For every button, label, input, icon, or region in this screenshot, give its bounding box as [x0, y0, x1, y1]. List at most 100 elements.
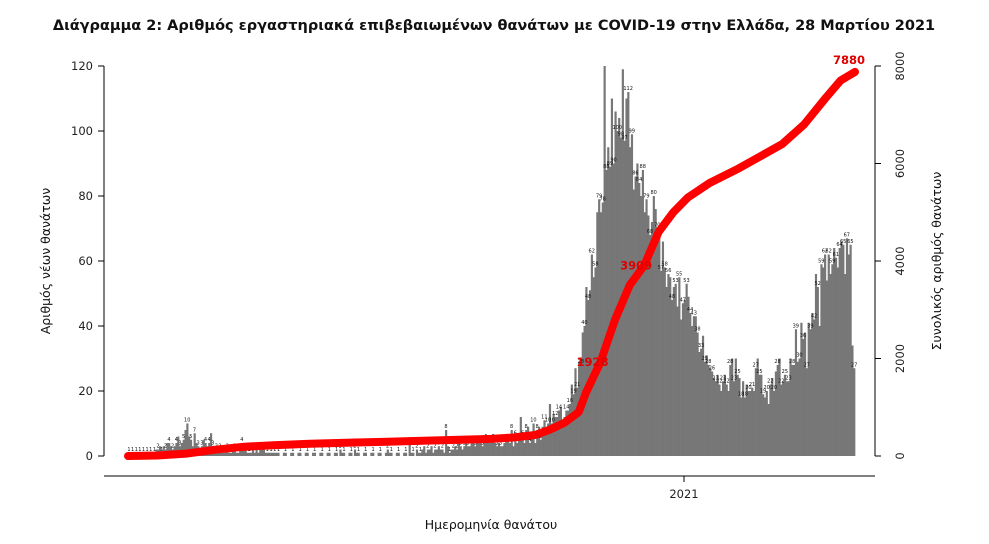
- bar: [838, 248, 841, 456]
- bar: [609, 166, 612, 456]
- bar-value-label: 23: [785, 375, 791, 381]
- bar: [306, 452, 309, 456]
- bar: [525, 430, 528, 456]
- bar-value-label: 27: [753, 362, 759, 368]
- bar: [849, 244, 852, 456]
- bar: [765, 391, 768, 456]
- bar: [474, 446, 477, 456]
- bar: [674, 283, 677, 456]
- bar-value-label: 1: [284, 447, 287, 453]
- bar-value-label: 22: [778, 379, 784, 385]
- bar: [319, 452, 322, 456]
- bar-value-label: 64: [836, 242, 842, 248]
- bar-value-label: 1: [342, 447, 345, 453]
- bar: [776, 365, 779, 456]
- bar: [683, 300, 686, 456]
- bar-value-label: 16: [567, 398, 573, 404]
- bar: [632, 189, 635, 456]
- bar: [421, 449, 424, 456]
- bar: [450, 449, 453, 456]
- bar: [220, 452, 224, 456]
- bar: [253, 452, 256, 456]
- bar: [379, 452, 382, 456]
- bar: [412, 452, 415, 456]
- bar: [543, 420, 546, 456]
- bar: [348, 452, 351, 456]
- bar: [534, 443, 537, 456]
- bar: [721, 381, 725, 456]
- bar: [680, 319, 683, 456]
- bar-value-label: 3: [499, 440, 502, 446]
- bar: [789, 358, 792, 456]
- bar: [829, 274, 832, 456]
- bar: [244, 449, 247, 456]
- bar: [299, 452, 302, 456]
- bar-value-label: 62: [825, 249, 831, 255]
- bar: [656, 228, 659, 456]
- bar-value-label: 80: [650, 190, 656, 196]
- bar-value-label: 98: [618, 132, 624, 138]
- bar: [594, 267, 597, 456]
- right-tick-label: 2000: [893, 344, 907, 373]
- bar: [397, 452, 400, 456]
- bar: [257, 452, 260, 456]
- bar: [224, 449, 227, 456]
- bar: [732, 381, 736, 456]
- bar-value-label: 23: [712, 375, 718, 381]
- bar: [545, 430, 548, 456]
- bar-value-label: 1: [320, 447, 323, 453]
- bar: [811, 313, 814, 456]
- bar: [616, 131, 619, 456]
- cumulative-value-label: 3909: [620, 258, 652, 272]
- bar-value-label: 20: [771, 385, 777, 391]
- bar-value-label: 1: [277, 447, 280, 453]
- right-tick-label: 8000: [893, 51, 907, 80]
- bar: [384, 452, 388, 456]
- bar-value-label: 58: [661, 262, 667, 268]
- bar: [791, 365, 794, 456]
- bar-value-label: 3: [481, 440, 484, 446]
- bar-value-label: 36: [800, 333, 806, 339]
- bar-value-label: 4: [204, 437, 207, 443]
- bar: [625, 98, 628, 456]
- bar: [654, 209, 657, 456]
- bar-value-label: 112: [623, 86, 633, 92]
- cumulative-value-label: 7880: [833, 53, 865, 67]
- bar: [182, 439, 185, 456]
- bar-value-label: 1: [390, 447, 393, 453]
- bar: [676, 306, 679, 456]
- bar: [477, 443, 481, 456]
- bar: [410, 452, 413, 456]
- bar: [691, 326, 694, 456]
- bar: [266, 452, 269, 456]
- bar: [479, 439, 482, 456]
- bar: [277, 452, 280, 456]
- bar-value-label: 100: [612, 125, 622, 131]
- bar: [541, 426, 544, 456]
- bar: [809, 329, 812, 456]
- bar: [845, 238, 849, 456]
- bar: [417, 452, 420, 456]
- bar: [727, 391, 730, 456]
- bar: [372, 452, 375, 456]
- bar-value-label: 43: [691, 310, 697, 316]
- bar: [255, 449, 258, 456]
- bar: [629, 147, 632, 456]
- bar: [326, 452, 329, 456]
- bar: [428, 449, 431, 456]
- bar: [189, 439, 193, 456]
- bar: [667, 274, 670, 456]
- bar: [689, 313, 692, 456]
- bar-value-label: 62: [589, 249, 595, 255]
- bar-value-label: 1: [404, 447, 407, 453]
- bar: [497, 443, 501, 456]
- bar-value-label: 22: [723, 379, 729, 385]
- bar: [547, 423, 550, 456]
- bar: [536, 430, 539, 456]
- bar-value-label: 1: [149, 447, 152, 453]
- bar: [834, 257, 838, 456]
- bar: [364, 452, 368, 456]
- bar: [184, 430, 187, 456]
- bar: [424, 452, 428, 456]
